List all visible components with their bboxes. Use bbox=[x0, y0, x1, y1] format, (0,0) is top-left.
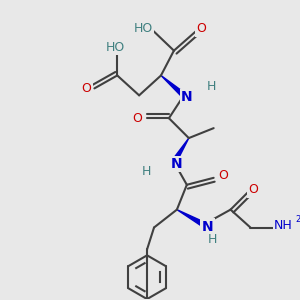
Text: O: O bbox=[132, 112, 142, 125]
Text: HO: HO bbox=[134, 22, 153, 35]
Text: O: O bbox=[82, 82, 92, 95]
Text: HO: HO bbox=[106, 41, 125, 54]
Text: H: H bbox=[141, 165, 151, 178]
Text: H: H bbox=[208, 233, 217, 246]
Text: O: O bbox=[248, 183, 258, 196]
Text: 2: 2 bbox=[296, 215, 300, 224]
Polygon shape bbox=[161, 76, 185, 97]
Text: N: N bbox=[171, 157, 183, 171]
Text: N: N bbox=[181, 90, 193, 104]
Text: H: H bbox=[207, 80, 216, 93]
Polygon shape bbox=[177, 210, 205, 227]
Polygon shape bbox=[172, 138, 189, 163]
Text: O: O bbox=[219, 169, 229, 182]
Text: N: N bbox=[202, 220, 214, 233]
Text: O: O bbox=[196, 22, 206, 35]
Text: NH: NH bbox=[274, 219, 292, 232]
